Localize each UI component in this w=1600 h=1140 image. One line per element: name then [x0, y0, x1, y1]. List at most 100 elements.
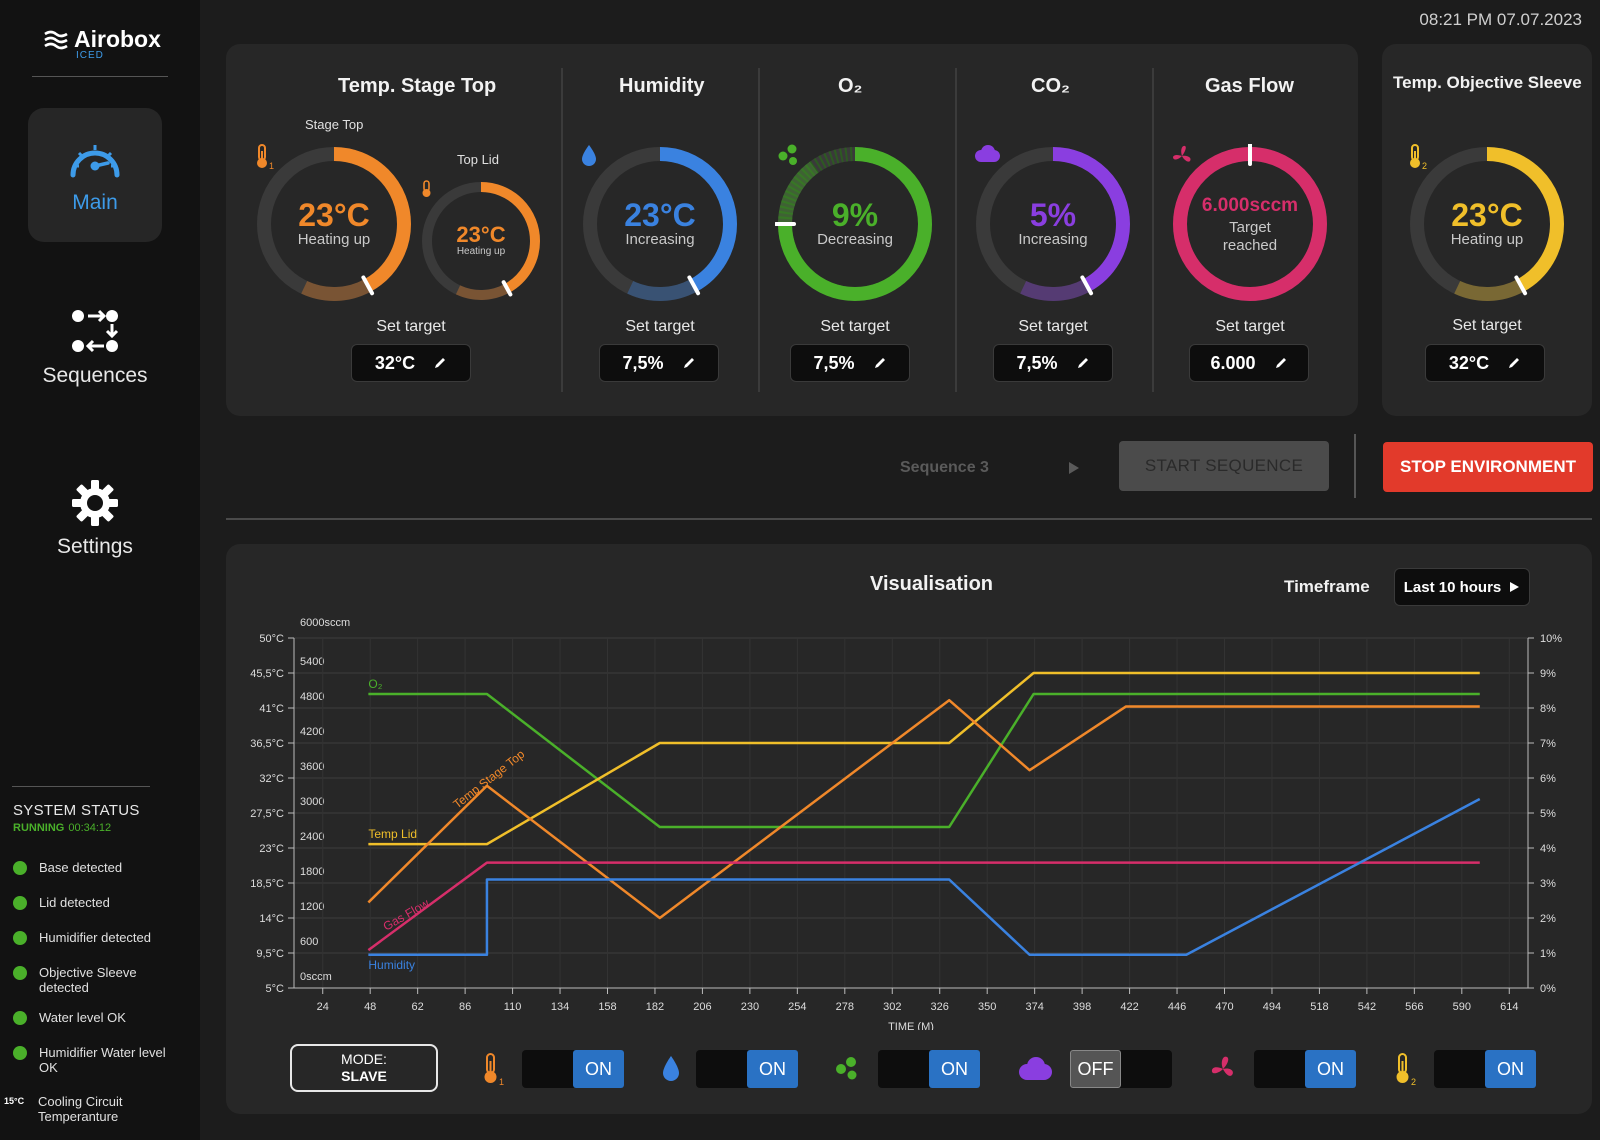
gauge-o2: 9% Decreasing	[775, 144, 935, 304]
y-right-tick-label: 4%	[1540, 843, 1556, 855]
logo: Airobox	[44, 26, 161, 53]
target-input-humidity[interactable]: 7,5%	[599, 344, 719, 382]
gauge-fill	[422, 182, 540, 300]
y-gas-tick-label: 4800	[300, 691, 324, 703]
target-input-gas-flow[interactable]: 6.000	[1189, 344, 1309, 382]
running-uptime: 00:34:12	[68, 822, 112, 834]
target-value: 6.000	[1210, 352, 1256, 373]
logo-subtitle: ICED	[76, 50, 104, 61]
o2-molecule-icon	[836, 1057, 857, 1080]
cooling-circuit-item: 15°C Cooling Circuit Temperanture	[4, 1094, 163, 1124]
thermometer-2-icon: 2	[1396, 1053, 1416, 1086]
gauge-ring	[422, 182, 540, 300]
x-tick-label: 182	[646, 1001, 664, 1013]
y-gas-tick-label: 600	[300, 936, 318, 948]
sequence-select[interactable]: Sequence 3	[900, 452, 1080, 484]
x-tick-label: 470	[1215, 1001, 1233, 1013]
play-arrow-icon	[1069, 462, 1079, 474]
x-tick-label: 494	[1263, 1001, 1281, 1013]
target-input-co2[interactable]: 7,5%	[993, 344, 1113, 382]
y-left-tick-label: 27,5°C	[250, 808, 284, 820]
y-right-tick-label: 0%	[1540, 983, 1556, 995]
controls-separator	[1354, 434, 1356, 498]
thermometer-1-icon: 1	[257, 144, 274, 170]
gauge-content: 23°C Increasing	[580, 144, 740, 304]
y-right-tick-label: 1%	[1540, 948, 1556, 960]
thermometer-icon	[422, 180, 431, 197]
y-gas-tick-label: 6000sccm	[300, 617, 350, 629]
toggle-humidity[interactable]: ON	[696, 1050, 798, 1088]
logo-waves-icon	[44, 30, 68, 49]
x-tick-label: 374	[1025, 1001, 1043, 1013]
cooling-label: Cooling Circuit Temperanture	[38, 1094, 123, 1124]
gauge-content: 9% Decreasing	[775, 144, 935, 304]
y-gas-tick-label: 1200	[300, 901, 324, 913]
gauge-status: Increasing	[1018, 231, 1088, 248]
y-right-tick-label: 6%	[1540, 773, 1556, 785]
gauge-value: 9%	[831, 197, 879, 233]
gauge-content: 23°C Heating up	[420, 180, 542, 302]
y-gas-tick-label: 0sccm	[300, 971, 332, 983]
gauge-value: 23°C	[1451, 197, 1523, 233]
stop-environment-button[interactable]: STOP ENVIRONMENT	[1383, 442, 1593, 492]
nav-main[interactable]: Main	[28, 108, 162, 242]
toggle-knob: ON	[929, 1050, 980, 1088]
system-status-title: SYSTEM STATUS	[13, 802, 140, 819]
panel-divider	[561, 68, 563, 392]
top-lid-label: Top Lid	[457, 152, 499, 167]
toggle-gas-flow[interactable]: ON	[1254, 1050, 1356, 1088]
toggle-stage-temp[interactable]: ON	[522, 1050, 624, 1088]
play-arrow-icon	[1510, 582, 1520, 592]
x-tick-label: 326	[931, 1001, 949, 1013]
toggle-co2[interactable]: OFF	[1070, 1050, 1172, 1088]
status-dot	[13, 861, 27, 875]
timeframe-select[interactable]: Last 10 hours	[1394, 568, 1530, 606]
status-dot	[13, 931, 27, 945]
target-value: 32°C	[374, 352, 416, 373]
target-value: 7,5%	[622, 352, 664, 373]
status-label: Base detected	[39, 860, 123, 875]
x-tick-label: 62	[412, 1001, 424, 1013]
toggle-o2[interactable]: ON	[878, 1050, 980, 1088]
y-left-tick-label: 36,5°C	[250, 738, 284, 750]
o2-molecule-icon	[778, 144, 797, 165]
edit-pencil-icon	[683, 358, 694, 368]
x-tick-label: 350	[978, 1001, 996, 1013]
cooling-value: 15°C	[4, 1096, 25, 1106]
x-tick-label: 254	[788, 1001, 806, 1013]
mode-button[interactable]: MODE: SLAVE	[290, 1044, 438, 1092]
x-tick-label: 48	[364, 1001, 376, 1013]
svg-text:1: 1	[269, 161, 274, 170]
gauge-fill	[1410, 147, 1564, 301]
start-sequence-button[interactable]: START SEQUENCE	[1119, 441, 1329, 491]
toggle-objective-sleeve[interactable]: ON	[1434, 1050, 1536, 1088]
y-left-tick-label: 32°C	[259, 773, 284, 785]
svg-text:2: 2	[1422, 161, 1427, 170]
target-input-temp-stage-top[interactable]: 32°C	[351, 344, 471, 382]
gauge-marker	[1080, 275, 1094, 296]
x-tick-label: 230	[741, 1001, 759, 1013]
gauge-marker	[361, 275, 375, 296]
y-right-tick-label: 9%	[1540, 668, 1556, 680]
status-label: Humidifier Water level OK	[39, 1045, 166, 1075]
series-label: O₂	[368, 677, 382, 691]
gauge-status: Heating up	[297, 231, 371, 248]
status-dot	[13, 966, 27, 980]
status-item: Base detected	[13, 860, 193, 875]
sequence-select-value: Sequence 3	[900, 459, 989, 476]
gauge-content: 5% Increasing	[973, 144, 1133, 304]
gauge-trail	[1020, 279, 1091, 301]
panel-title-o2: O₂	[838, 75, 863, 97]
set-target-label: Set target	[376, 318, 446, 335]
target-input-o2[interactable]: 7,5%	[790, 344, 910, 382]
nav-sequences[interactable]: Sequences	[28, 280, 162, 414]
nav-settings[interactable]: Settings	[28, 452, 162, 586]
status-dot	[13, 1011, 27, 1025]
timeframe-label: Timeframe	[1284, 577, 1370, 596]
target-input-objective-sleeve[interactable]: 32°C	[1425, 344, 1545, 382]
status-dot	[13, 1046, 27, 1060]
set-target-label: Set target	[625, 318, 695, 335]
y-left-tick-label: 14°C	[259, 913, 284, 925]
series-label: Temp Stage Top	[451, 747, 528, 811]
x-tick-label: 86	[459, 1001, 471, 1013]
